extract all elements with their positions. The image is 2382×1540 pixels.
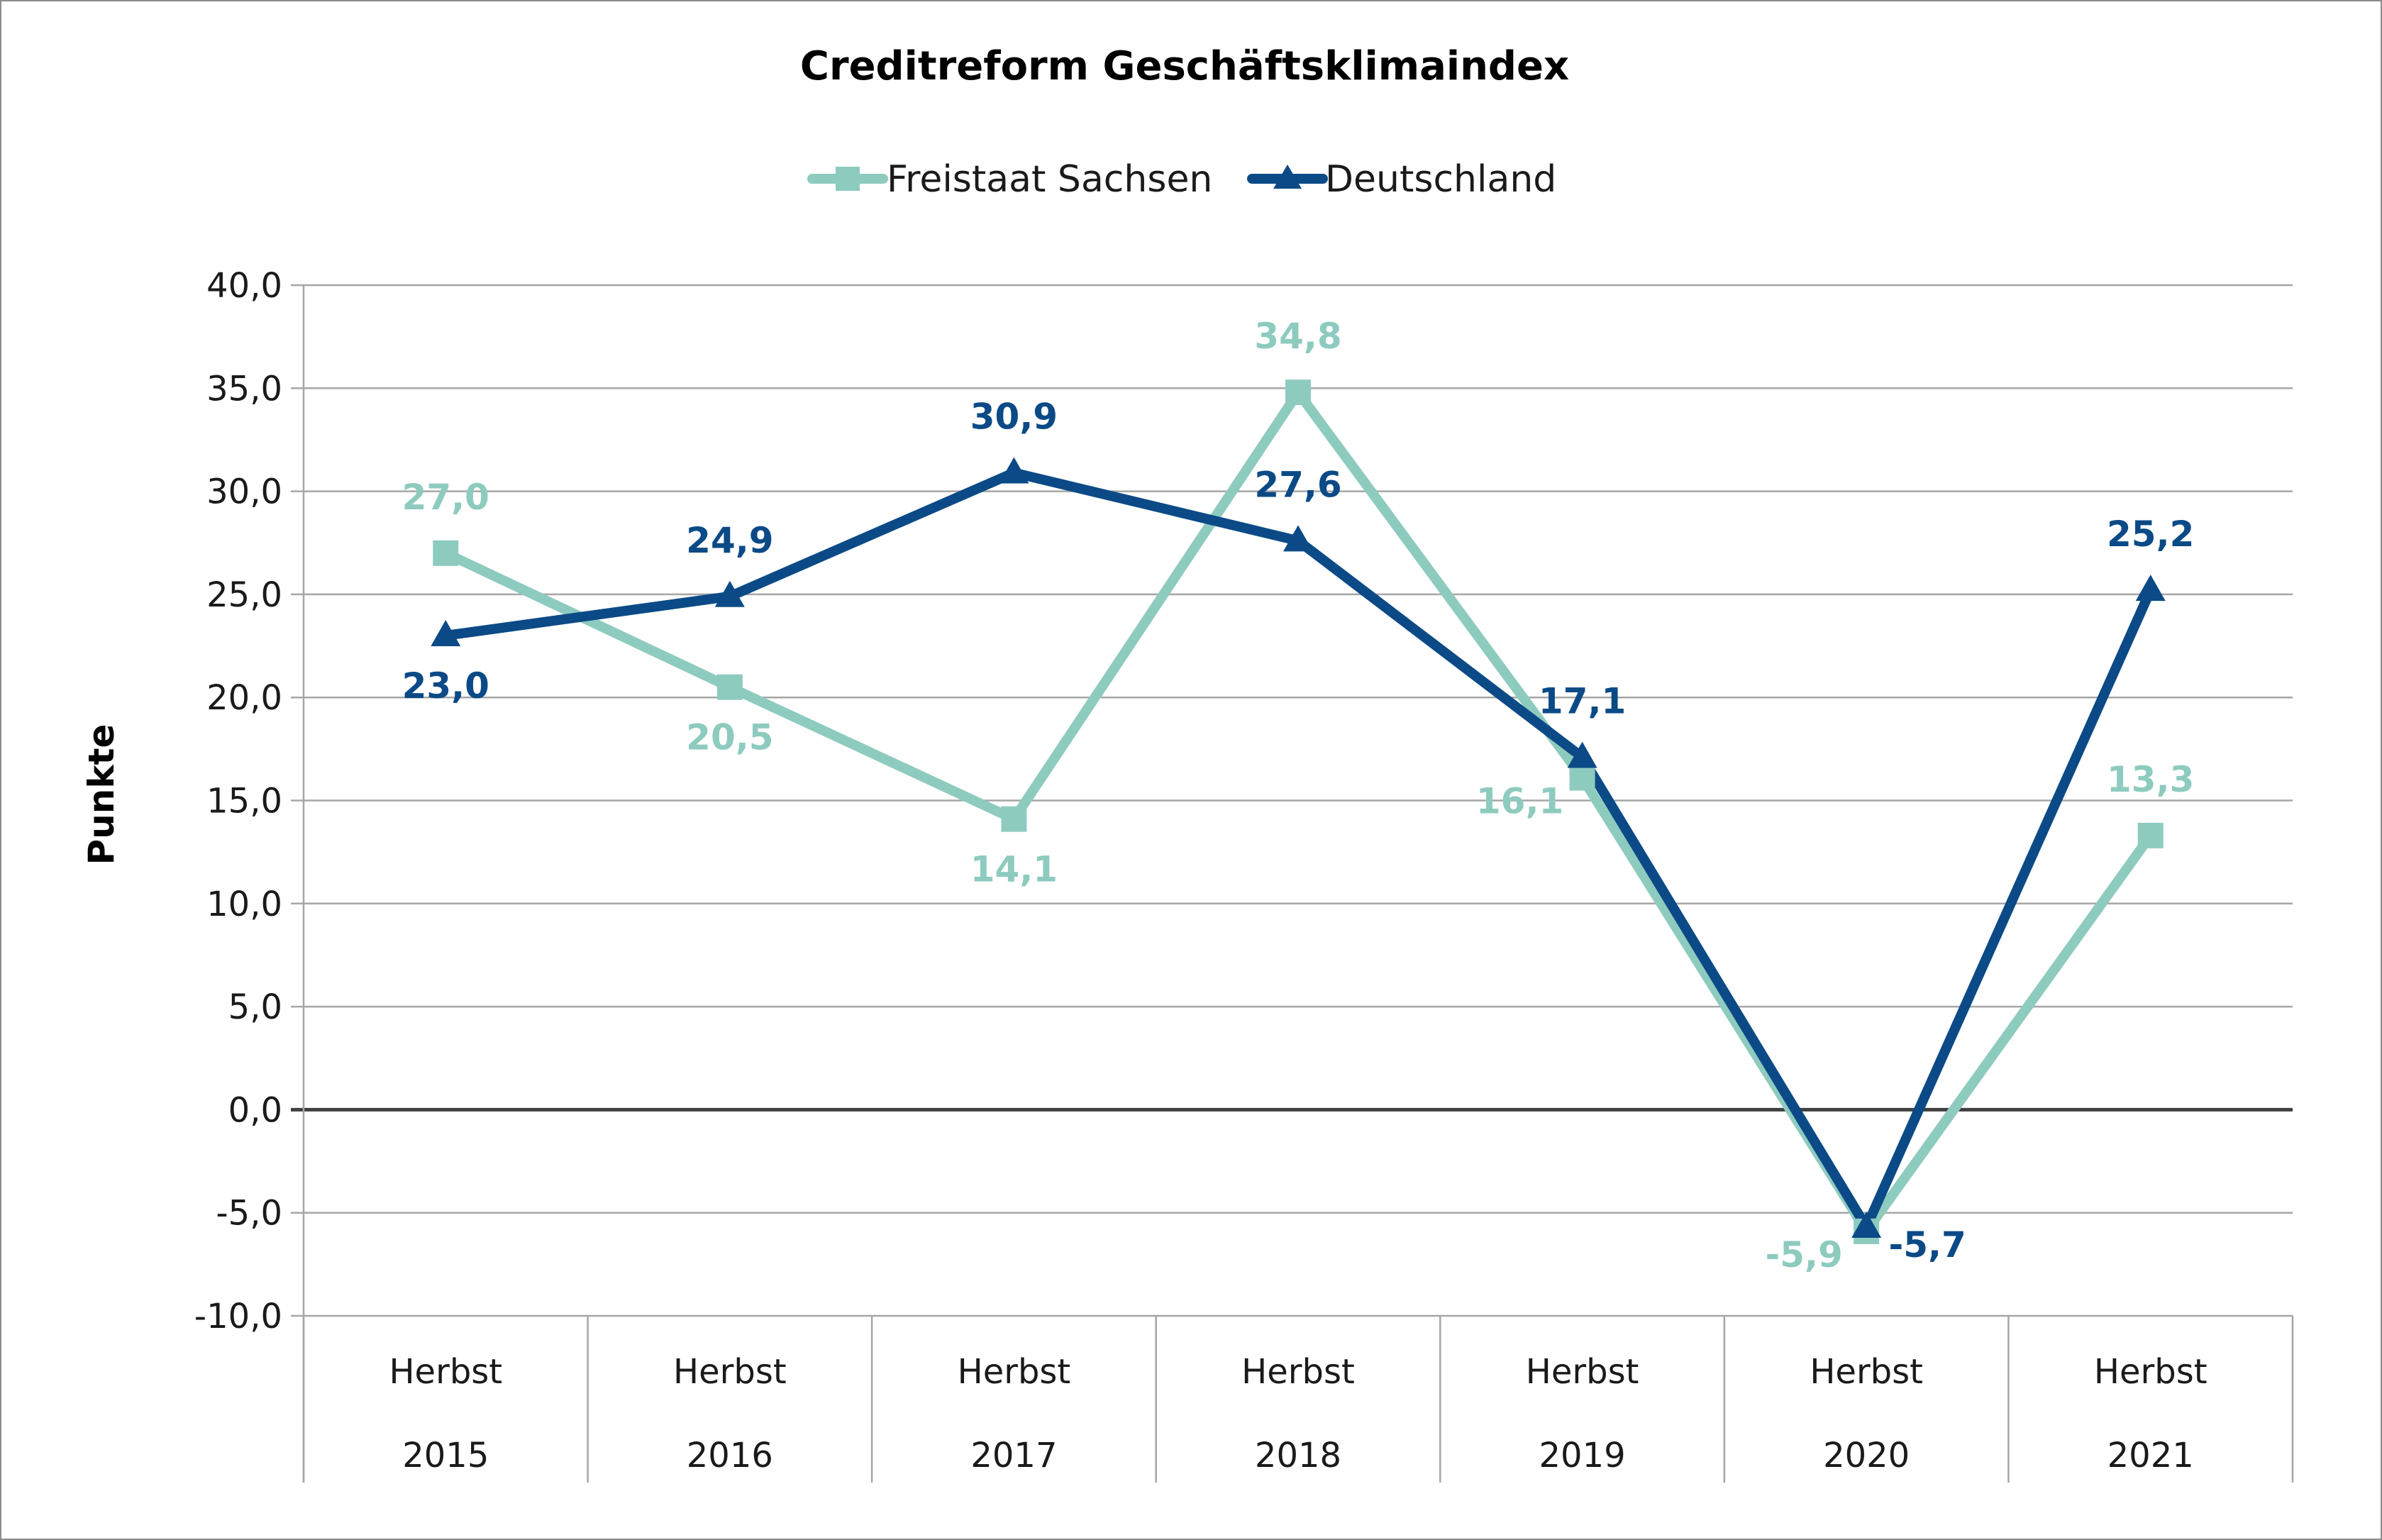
data-label: 27,6 bbox=[1254, 464, 1341, 505]
y-tick-label: 5,0 bbox=[228, 987, 282, 1027]
x-tick-label-line1: Herbst bbox=[673, 1352, 787, 1392]
data-point-square bbox=[433, 540, 459, 566]
x-tick-label-line1: Herbst bbox=[958, 1352, 1071, 1392]
data-point-triangle bbox=[1851, 1212, 1882, 1239]
x-tick-label-line2: 2015 bbox=[402, 1436, 489, 1475]
data-label: 30,9 bbox=[970, 396, 1058, 437]
x-tick-label-line1: Herbst bbox=[1810, 1352, 1923, 1392]
legend-item-sachsen[interactable]: Freistaat Sachsen bbox=[807, 158, 1212, 201]
data-point-square bbox=[2137, 822, 2164, 848]
y-tick-label: 10,0 bbox=[206, 885, 282, 924]
data-point-triangle bbox=[1567, 741, 1597, 768]
y-tick-label: 40,0 bbox=[206, 266, 282, 306]
y-tick-label: 15,0 bbox=[206, 782, 282, 821]
x-tick-label-line2: 2018 bbox=[1255, 1436, 1341, 1475]
y-tick-label: 20,0 bbox=[206, 678, 282, 718]
data-label: 16,1 bbox=[1476, 781, 1563, 822]
x-tick-label-line1: Herbst bbox=[2094, 1352, 2207, 1392]
x-tick-label-line1: Herbst bbox=[389, 1352, 502, 1392]
series-markers bbox=[431, 380, 2166, 1244]
data-label: 24,9 bbox=[686, 520, 773, 561]
x-axis: Herbst 2015 Herbst 2016 Herbst 2017 Herbst 2018… bbox=[302, 1316, 2294, 1483]
data-label: -5,7 bbox=[1888, 1224, 1966, 1265]
y-axis-label: Punkte bbox=[81, 724, 122, 865]
y-axis-ticks: -10,0 -5,0 0,0 5,0 10,0 15,0 20,0 25,0 30,0 35,0 4… bbox=[194, 266, 282, 1336]
data-point-square bbox=[1001, 806, 1027, 832]
data-label: 25,2 bbox=[2107, 514, 2194, 555]
data-point-triangle bbox=[431, 620, 461, 647]
x-tick-label-line1: Herbst bbox=[1241, 1352, 1355, 1392]
x-tick-label-line2: 2020 bbox=[1823, 1436, 1910, 1475]
data-label: 34,8 bbox=[1254, 316, 1341, 357]
chart-title: Creditreform Geschäftsklimaindex bbox=[800, 43, 1569, 89]
data-label: 17,1 bbox=[1539, 680, 1626, 721]
y-tick-label: 35,0 bbox=[206, 369, 282, 409]
data-label: 20,5 bbox=[686, 717, 773, 758]
data-point-triangle bbox=[714, 580, 745, 607]
series-line-deutschland bbox=[441, 467, 2156, 1233]
y-tick-label: 25,0 bbox=[206, 575, 282, 615]
y-tick-label: 30,0 bbox=[206, 472, 282, 512]
legend-item-deutschland[interactable]: Deutschland bbox=[1247, 158, 1556, 201]
data-point-triangle bbox=[2135, 575, 2166, 602]
y-tick-label: 0,0 bbox=[228, 1090, 282, 1130]
y-tick-label: -5,0 bbox=[216, 1194, 282, 1234]
x-tick-label-line2: 2016 bbox=[687, 1436, 773, 1475]
data-label: 27,0 bbox=[402, 477, 489, 518]
data-point-square bbox=[716, 674, 743, 700]
x-tick-label-line2: 2017 bbox=[970, 1436, 1057, 1475]
x-tick-label-line1: Herbst bbox=[1526, 1352, 1639, 1392]
data-label: 14,1 bbox=[970, 849, 1058, 890]
x-tick-label-line2: 2019 bbox=[1539, 1436, 1625, 1475]
y-tick-label: -10,0 bbox=[194, 1297, 282, 1336]
series-line-sachsen bbox=[441, 387, 2156, 1236]
data-label: 13,3 bbox=[2107, 759, 2194, 800]
data-label: 23,0 bbox=[402, 665, 489, 707]
x-tick-label-line2: 2021 bbox=[2107, 1436, 2194, 1475]
data-point-triangle bbox=[1283, 525, 1313, 552]
data-point-triangle bbox=[999, 457, 1029, 484]
data-label: -5,9 bbox=[1765, 1234, 1842, 1275]
data-point-square bbox=[1285, 380, 1311, 406]
data-point-square bbox=[1569, 765, 1595, 791]
legend-label-deutschland: Deutschland bbox=[1325, 158, 1556, 201]
data-labels: 27,0 20,5 14,1 34,8 16,1 -5,9 13,3 23,0 24,9 30,9… bbox=[402, 316, 2195, 1275]
legend-label-sachsen: Freistaat Sachsen bbox=[887, 158, 1212, 201]
series-lines bbox=[441, 387, 2156, 1236]
legend: Freistaat Sachsen Deutschland bbox=[807, 158, 1556, 201]
